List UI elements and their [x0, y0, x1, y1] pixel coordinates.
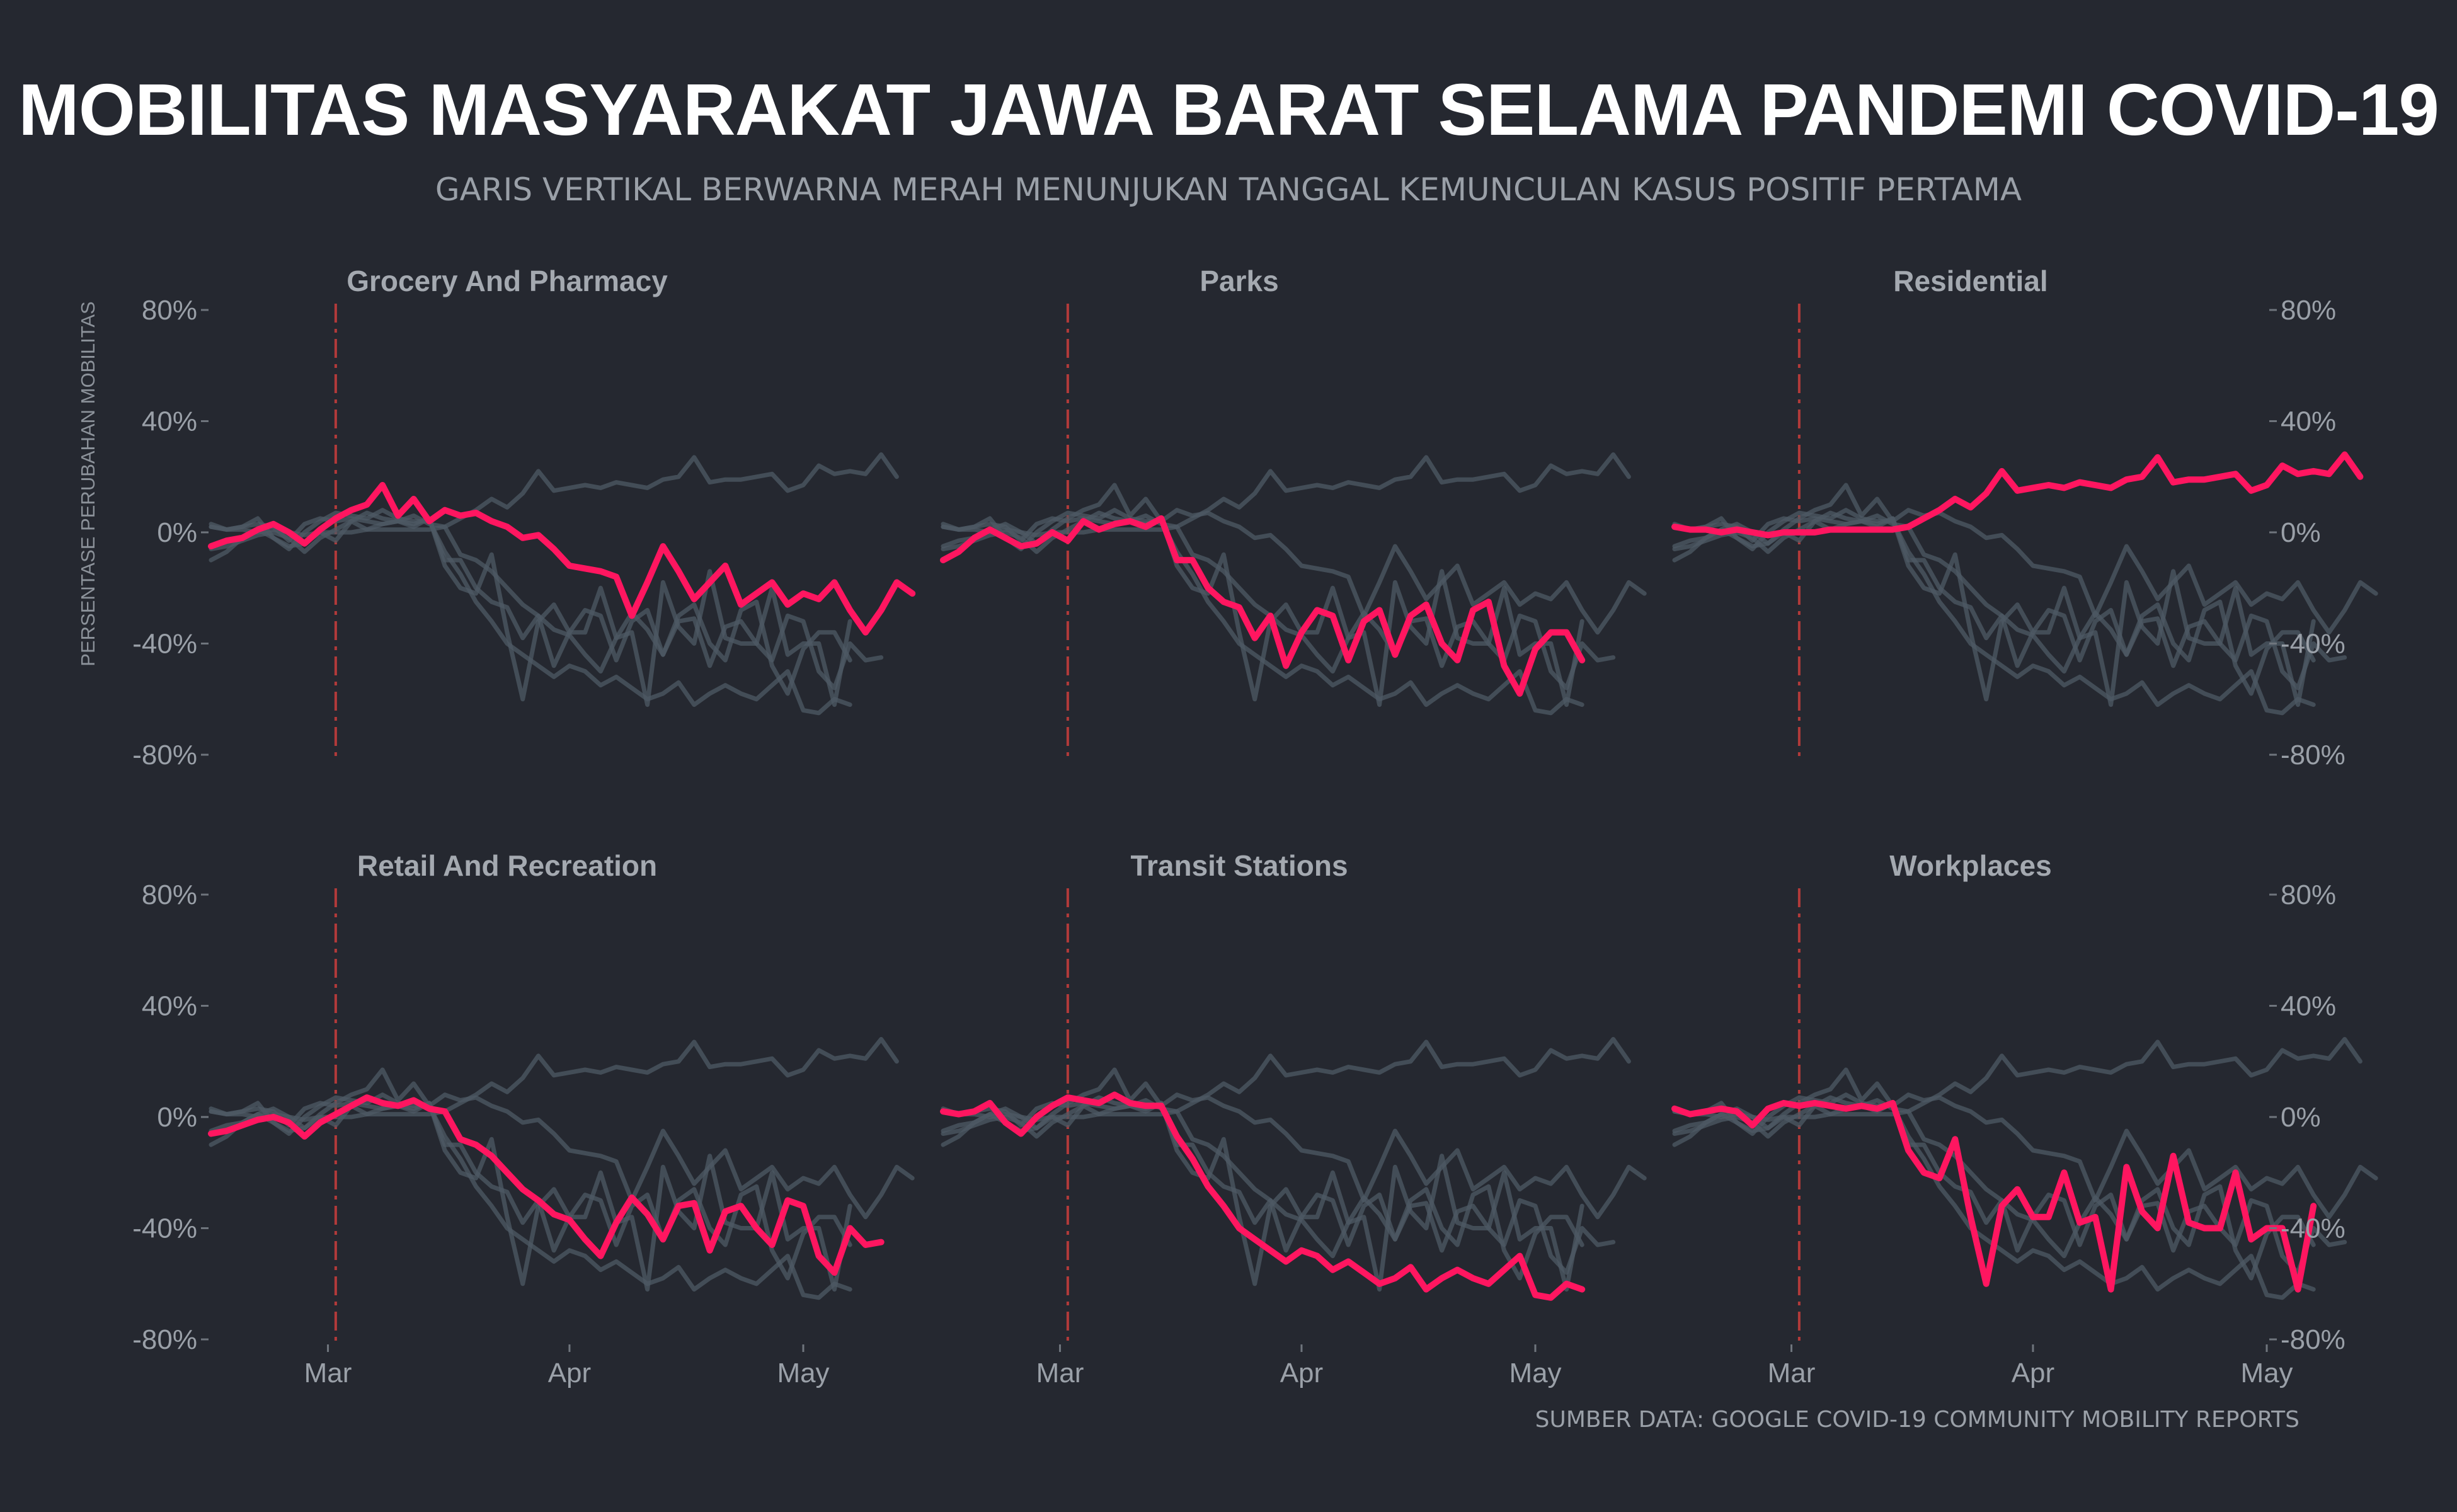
- y-tick-label: 40%: [142, 406, 197, 437]
- panel-workplaces: Workplaces 80% 40% 0% -40% -80% Mar Apr May: [1671, 849, 2378, 1389]
- y-tick-label: -80%: [132, 1324, 197, 1355]
- panel-title: Grocery And Pharmacy: [346, 265, 668, 297]
- x-tick-label: Mar: [304, 1358, 352, 1389]
- x-tick-label: May: [777, 1358, 829, 1389]
- context-line-residential: [941, 1037, 1631, 1122]
- series-line-retail-and-recreation: [208, 1094, 885, 1276]
- panel-title: Transit Stations: [1130, 849, 1348, 882]
- y-tick-label: -40%: [2281, 629, 2345, 660]
- panel-parks: Parks: [940, 265, 1647, 761]
- context-line-retail-and-recreation: [1672, 510, 2347, 690]
- source-caption: SUMBER DATA: GOOGLE COVID-19 COMMUNITY M…: [1535, 1407, 2300, 1433]
- context-line-residential: [1672, 1037, 2362, 1122]
- context-line-grocery-and-pharmacy: [1672, 1067, 2378, 1220]
- y-tick-label: 0%: [2281, 517, 2321, 548]
- y-tick-label: 80%: [142, 295, 197, 326]
- panel-title: Retail And Recreation: [357, 849, 657, 882]
- panel-residential: Residential 80% 40% 0% -40% -80%: [1671, 265, 2378, 770]
- y-tick-label: -40%: [132, 1213, 197, 1244]
- y-tick-label: 80%: [142, 879, 197, 910]
- y-tick-label: 0%: [157, 1102, 197, 1133]
- series-line-transit-stations: [940, 1091, 1586, 1301]
- panel-transit-stations: Transit Stations Mar Apr May: [940, 849, 1647, 1389]
- context-line-retail-and-recreation: [209, 510, 884, 690]
- context-line-workplaces: [209, 1101, 852, 1292]
- x-tick-label: Apr: [1280, 1358, 1323, 1389]
- y-tick-label: 0%: [157, 517, 197, 548]
- y-tick-label: 80%: [2281, 295, 2336, 326]
- y-tick-label: 80%: [2281, 879, 2336, 910]
- context-line-workplaces: [941, 516, 1584, 707]
- context-line-workplaces: [209, 516, 852, 707]
- y-tick-label: -80%: [2281, 740, 2345, 770]
- y-tick-label: -40%: [2281, 1213, 2345, 1244]
- chart-title: MOBILITAS MASYARAKAT JAWA BARAT SELAMA P…: [18, 69, 2439, 151]
- x-tick-label: Mar: [1768, 1358, 1816, 1389]
- panel-title: Parks: [1200, 265, 1278, 297]
- context-line-residential: [209, 452, 899, 537]
- y-tick-label: -80%: [2281, 1324, 2345, 1355]
- panel-title: Workplaces: [1889, 849, 2051, 882]
- facet-panels: Grocery And Pharmacy 80% 40% 0% -40% -80% Park…: [132, 265, 2378, 1389]
- y-tick-label: 40%: [2281, 991, 2336, 1022]
- y-tick-label: 40%: [142, 991, 197, 1022]
- context-line-workplaces: [1672, 516, 2316, 707]
- x-tick-label: Apr: [548, 1358, 591, 1389]
- series-line-residential: [1671, 451, 2364, 539]
- x-tick-label: Apr: [2012, 1358, 2054, 1389]
- x-tick-label: Mar: [1036, 1358, 1084, 1389]
- context-line-grocery-and-pharmacy: [209, 1067, 915, 1220]
- y-tick-label: -80%: [132, 740, 197, 770]
- x-tick-label: May: [2240, 1358, 2293, 1389]
- panel-title: Residential: [1893, 265, 2048, 297]
- y-tick-label: -40%: [132, 629, 197, 660]
- panel-grocery-and-pharmacy: Grocery And Pharmacy 80% 40% 0% -40% -80%: [132, 265, 916, 770]
- series-line-parks: [940, 515, 1586, 697]
- chart-subtitle: GARIS VERTIKAL BERWARNA MERAH MENUNJUKAN…: [435, 171, 2022, 208]
- y-tick-label: 0%: [2281, 1102, 2321, 1133]
- panel-retail-and-recreation: Retail And Recreation 80% 40% 0% -40% -80% Mar…: [132, 849, 915, 1389]
- y-tick-label: 40%: [2281, 406, 2336, 437]
- x-tick-label: May: [1509, 1358, 1561, 1389]
- context-line-retail-and-recreation: [941, 1095, 1616, 1275]
- context-line-retail-and-recreation: [1672, 1095, 2347, 1275]
- y-axis-label: PERSENTASE PERUBAHAN MOBILITAS: [77, 301, 99, 666]
- context-line-grocery-and-pharmacy: [941, 483, 1647, 635]
- series-line-grocery-and-pharmacy: [208, 482, 916, 636]
- series-line-workplaces: [1671, 1099, 2317, 1293]
- context-line-grocery-and-pharmacy: [941, 1067, 1647, 1220]
- context-line-grocery-and-pharmacy: [1672, 483, 2378, 635]
